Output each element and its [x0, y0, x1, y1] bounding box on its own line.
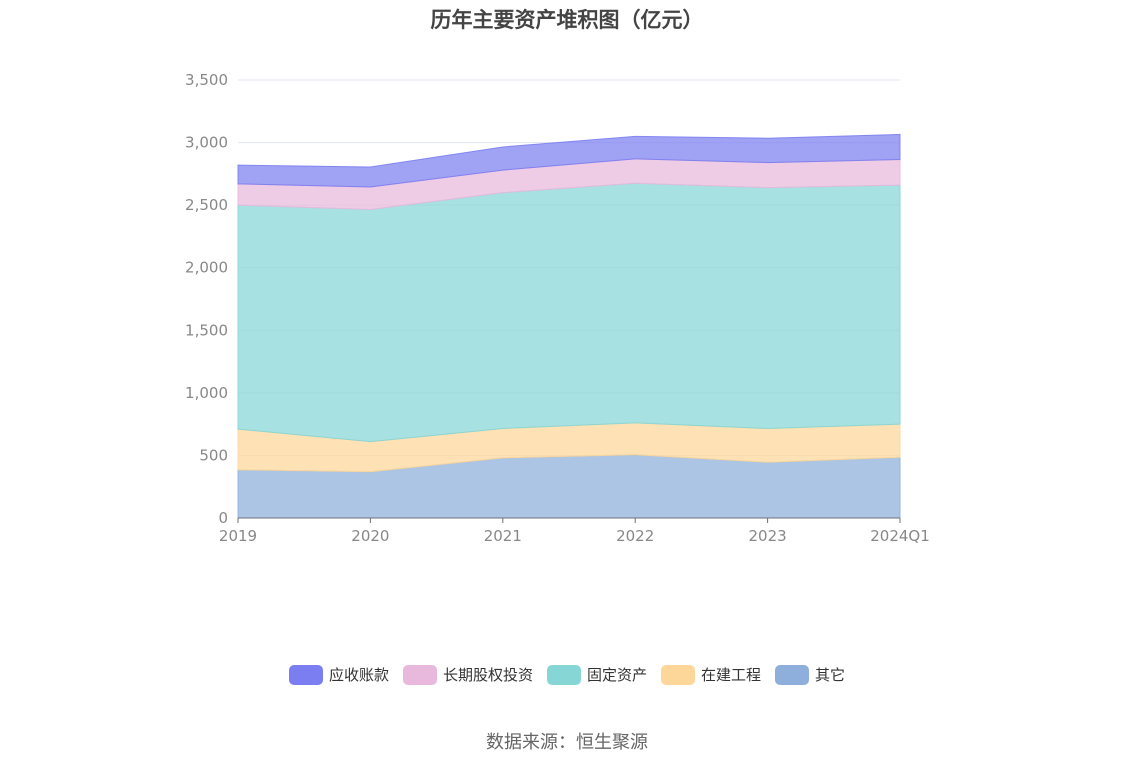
x-tick-label: 2024Q1 — [870, 527, 930, 545]
x-tick-label: 2019 — [219, 527, 257, 545]
legend-label: 固定资产 — [586, 666, 647, 684]
y-tick-label: 1,000 — [185, 384, 228, 402]
y-tick-label: 1,500 — [185, 321, 228, 339]
legend-item[interactable]: 其它 — [775, 664, 845, 685]
area-应收账款 — [237, 133, 901, 188]
legend-swatch — [775, 664, 810, 685]
legend-label: 在建工程 — [701, 666, 762, 684]
source-note: 数据来源：恒生聚源 — [486, 732, 648, 753]
legend-label: 长期股权投资 — [442, 666, 533, 684]
y-tick-label: 500 — [199, 446, 228, 464]
area-固定资产 — [237, 182, 901, 443]
chart-title: 历年主要资产堆积图（亿元） — [430, 8, 704, 32]
axes: 0 500 1,000 1,500 2,000 2,500 3,000 3,500 2019 20… — [185, 71, 930, 545]
y-tick-label: 3,500 — [185, 71, 228, 89]
legend-label: 其它 — [815, 666, 846, 684]
x-tick-label: 2021 — [484, 527, 522, 545]
x-tick-label: 2023 — [749, 527, 787, 545]
y-tick-label: 2,000 — [185, 259, 228, 277]
legend-swatch — [402, 664, 437, 685]
legend-label: 应收账款 — [328, 666, 389, 684]
legend: 应收账款 长期股权投资 固定资产 在建工程 其它 — [0, 664, 1134, 685]
y-tick-label: 3,000 — [185, 134, 228, 152]
y-tick-label: 2,500 — [185, 196, 228, 214]
legend-swatch — [546, 664, 581, 685]
x-tick-label: 2020 — [351, 527, 389, 545]
legend-item[interactable]: 长期股权投资 — [402, 664, 533, 685]
area-series — [237, 133, 901, 519]
legend-swatch — [661, 664, 695, 685]
legend-item[interactable]: 应收账款 — [288, 664, 389, 685]
x-tick-label: 2022 — [616, 527, 654, 545]
legend-item[interactable]: 固定资产 — [546, 664, 647, 685]
y-tick-label: 0 — [218, 509, 228, 527]
legend-item[interactable]: 在建工程 — [661, 664, 761, 685]
legend-swatch — [288, 664, 323, 685]
area-chart: 0 500 1,000 1,500 2,000 2,500 3,000 3,500 2019 20… — [185, 71, 930, 545]
